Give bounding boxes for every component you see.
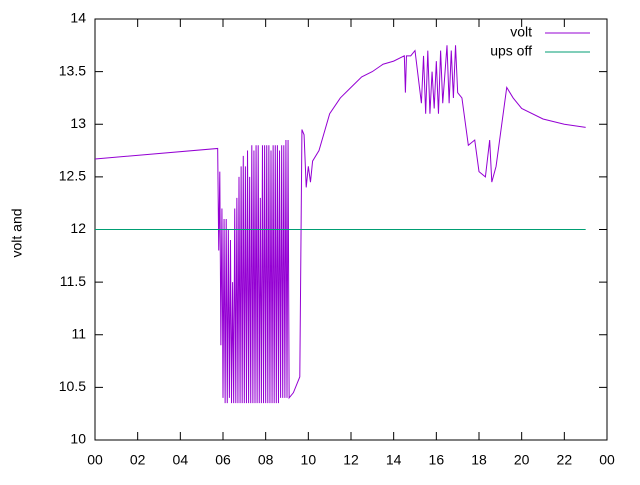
x-tick-label: 02 [130,452,146,468]
legend-label: ups off [490,43,532,59]
y-tick-label: 11.5 [60,273,86,289]
x-tick-label: 14 [386,452,402,468]
y-tick-label: 14 [70,10,86,26]
y-axis-label: volt and [9,208,25,257]
y-tick-label: 12.5 [59,168,86,184]
x-tick-label: 16 [429,452,445,468]
series-line [94,45,586,404]
x-tick-label: 00 [599,452,615,468]
x-tick-label: 20 [514,452,530,468]
x-tick-label: 22 [557,452,573,468]
y-tick-label: 12 [70,220,86,236]
x-tick-label: 06 [215,452,231,468]
x-tick-label: 08 [258,452,274,468]
x-tick-label: 04 [173,452,189,468]
y-tick-label: 10 [70,431,86,447]
x-tick-label: 18 [471,452,487,468]
y-tick-label: 13.5 [59,62,86,78]
x-tick-label: 10 [301,452,317,468]
x-tick-label: 12 [343,452,359,468]
legend-label: volt [510,24,532,40]
x-tick-label: 00 [87,452,103,468]
y-tick-label: 13 [70,115,86,131]
y-tick-label: 11 [71,325,86,341]
y-tick-label: 10.5 [59,378,86,394]
